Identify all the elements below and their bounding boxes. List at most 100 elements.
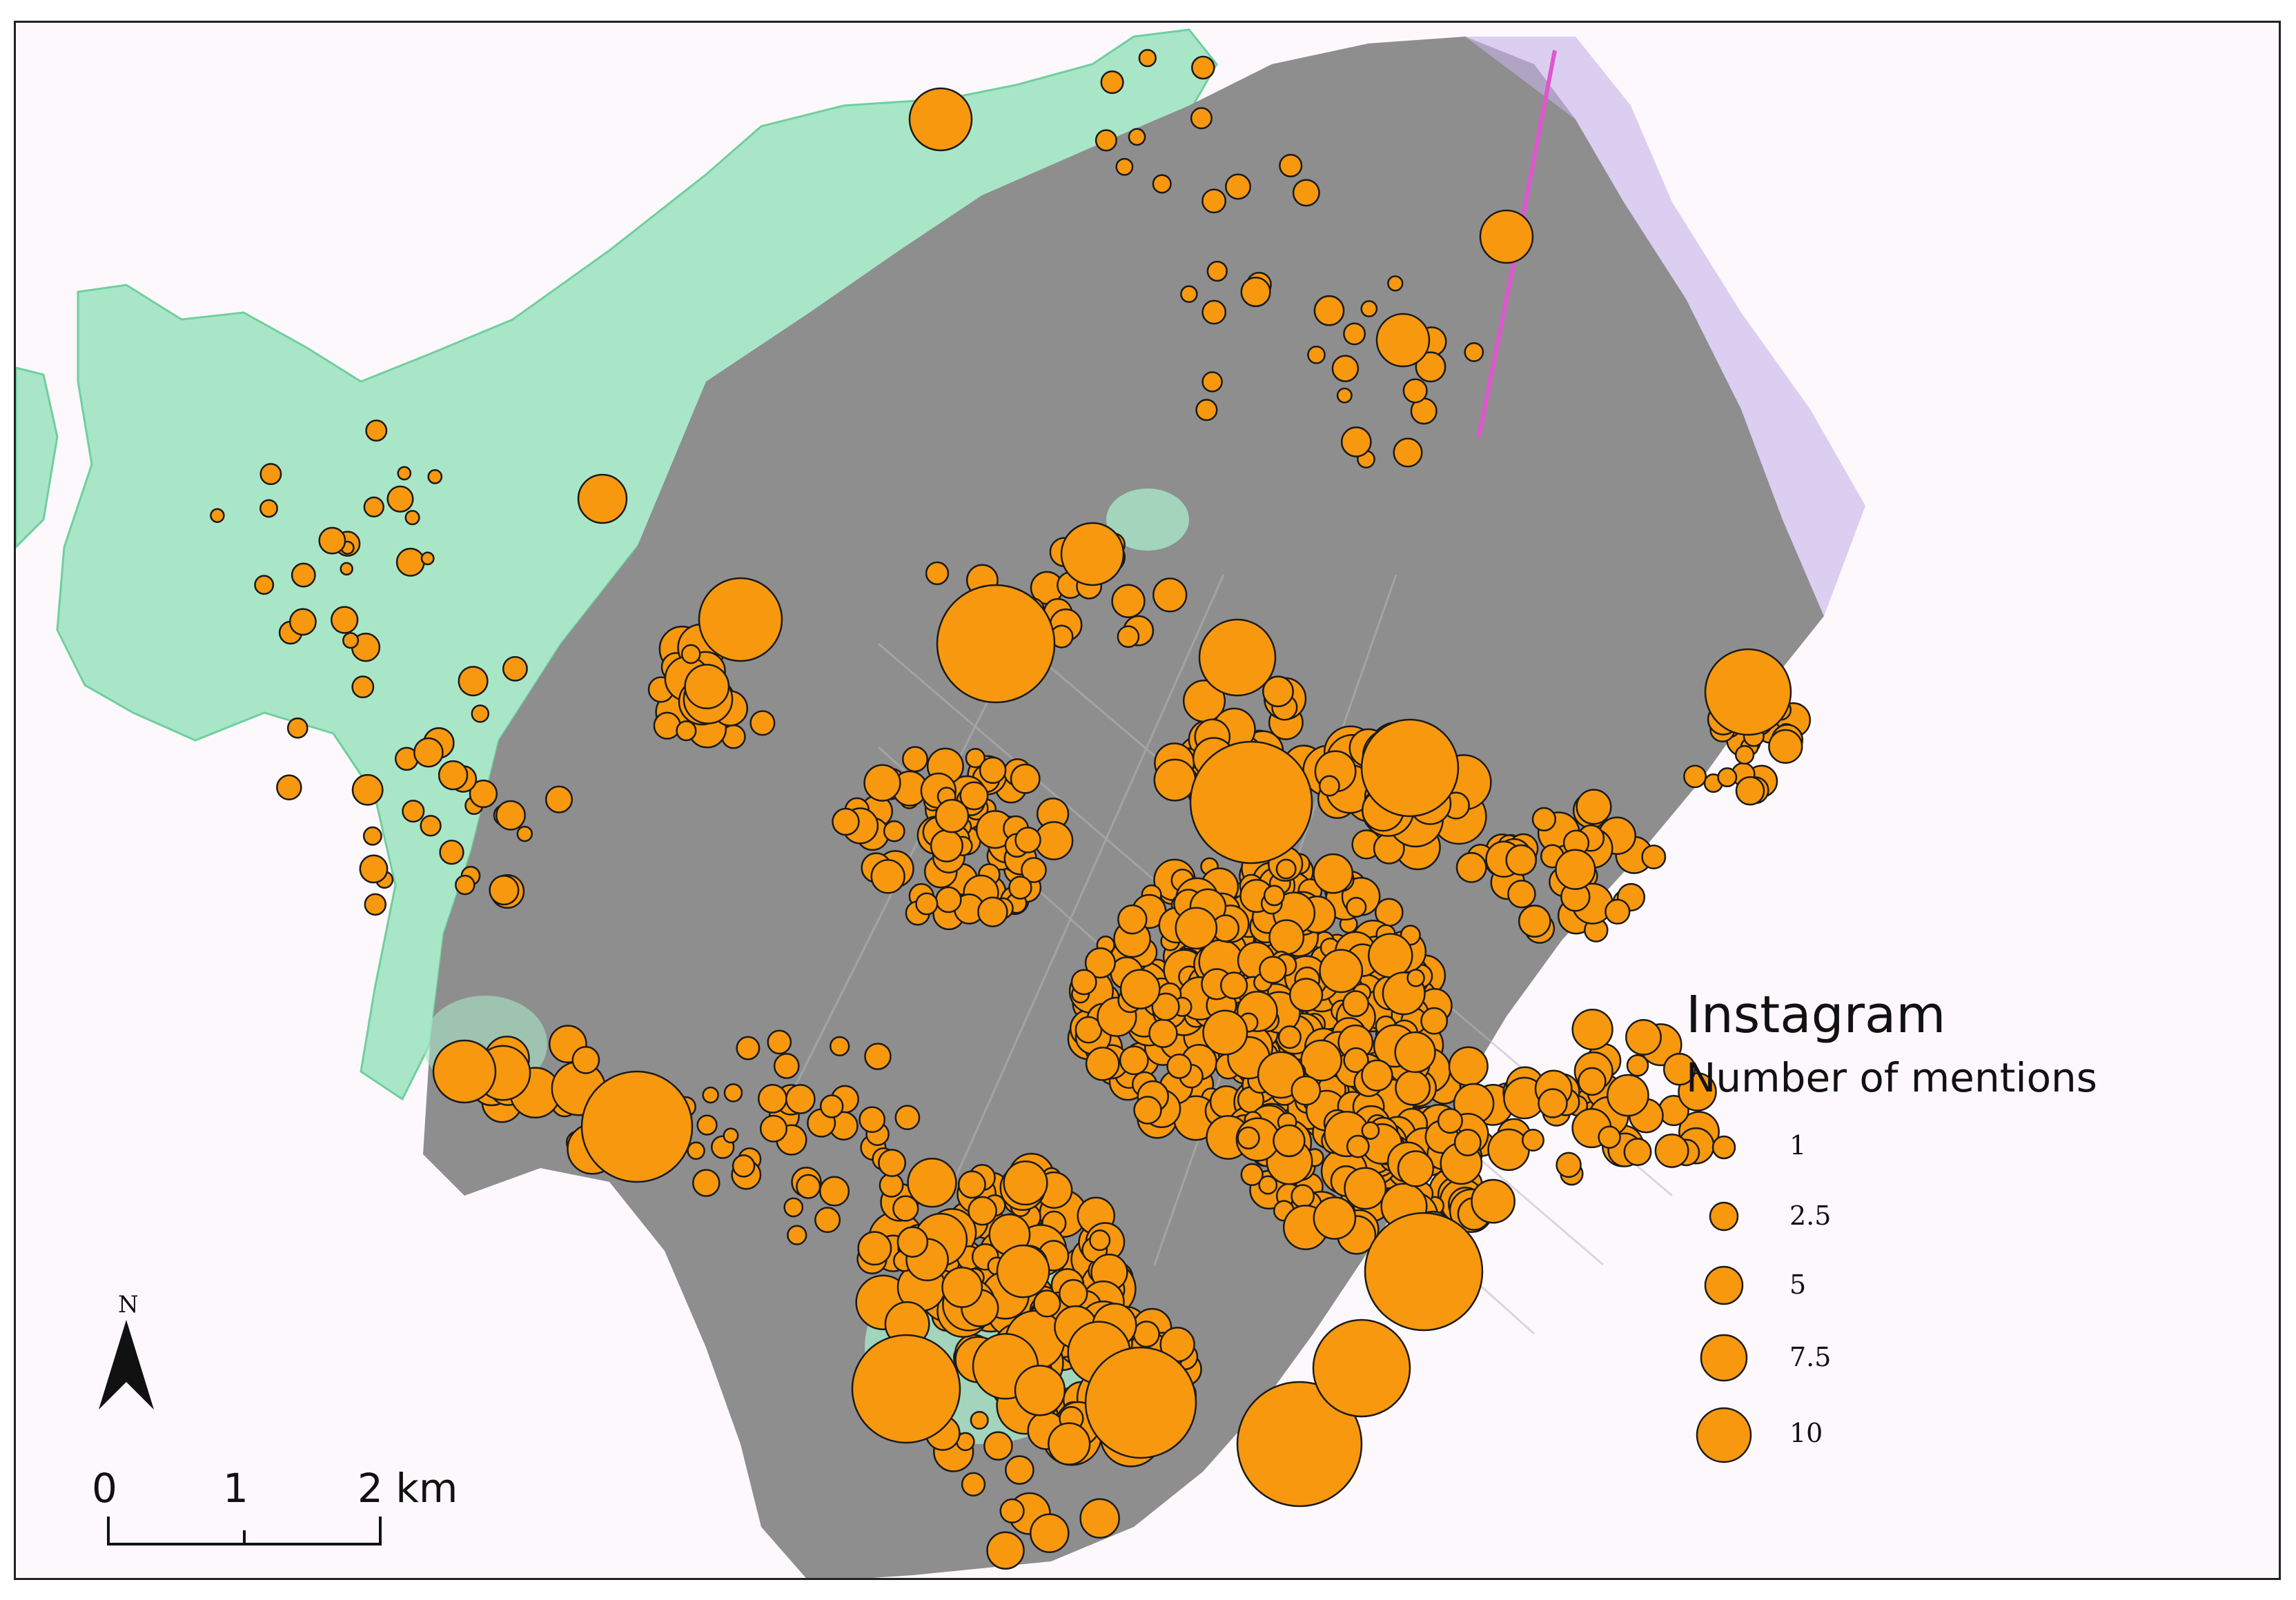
instagram-point-807[interactable] (1008, 876, 1032, 900)
instagram-point-1190[interactable] (1030, 1513, 1070, 1553)
instagram-point-1033[interactable] (291, 562, 316, 588)
instagram-point-1185[interactable] (1005, 1455, 1034, 1485)
instagram-point-1093[interactable] (1152, 174, 1172, 194)
instagram-point-684[interactable] (968, 1196, 997, 1226)
basemap[interactable] (16, 23, 2281, 1580)
instagram-point-567[interactable] (1313, 1196, 1357, 1240)
instagram-point-917[interactable] (1641, 845, 1667, 870)
instagram-point-1206[interactable] (432, 1039, 497, 1104)
instagram-point-408[interactable] (1119, 1045, 1149, 1076)
instagram-point-1202[interactable] (1236, 1381, 1363, 1508)
instagram-point-1213[interactable] (577, 473, 628, 524)
instagram-point-1083[interactable] (1331, 355, 1360, 382)
instagram-point-401[interactable] (1420, 1007, 1449, 1035)
instagram-point-1151[interactable] (696, 1114, 718, 1136)
instagram-point-826[interactable] (915, 892, 939, 916)
instagram-point-1099[interactable] (1279, 153, 1303, 178)
instagram-point-1212[interactable] (1375, 313, 1431, 368)
instagram-point-534[interactable] (1291, 1184, 1315, 1208)
instagram-point-908[interactable] (1531, 807, 1557, 832)
instagram-point-886[interactable] (1318, 775, 1340, 797)
instagram-point-1174[interactable] (783, 1197, 804, 1218)
instagram-point-829[interactable] (934, 798, 970, 833)
instagram-point-1076[interactable] (1402, 378, 1428, 404)
instagram-point-577[interactable] (1361, 1121, 1380, 1140)
instagram-point-965[interactable] (1717, 767, 1738, 788)
instagram-point-1182[interactable] (961, 1472, 986, 1497)
instagram-point-998[interactable] (471, 704, 490, 723)
instagram-point-660[interactable] (892, 1195, 919, 1222)
instagram-point-413[interactable] (1148, 1018, 1178, 1049)
instagram-point-1029[interactable] (340, 562, 353, 576)
instagram-point-997[interactable] (571, 1046, 600, 1074)
instagram-point-1045[interactable] (331, 606, 359, 634)
instagram-point-1141[interactable] (1623, 1138, 1652, 1167)
instagram-point-671[interactable] (1003, 1161, 1048, 1206)
instagram-point-1169[interactable] (767, 1029, 792, 1055)
instagram-point-929[interactable] (1555, 849, 1596, 890)
instagram-point-764[interactable] (902, 746, 928, 773)
instagram-point-1001[interactable] (286, 717, 308, 739)
instagram-point-1122[interactable] (1556, 1152, 1582, 1178)
instagram-point-1007[interactable] (276, 774, 302, 801)
instagram-point-1144[interactable] (819, 1176, 850, 1207)
instagram-point-406[interactable] (1166, 1053, 1193, 1079)
instagram-point-1149[interactable] (894, 1105, 921, 1131)
instagram-point-1145[interactable] (702, 1086, 719, 1104)
instagram-point-1050[interactable] (1152, 577, 1188, 613)
instagram-point-823[interactable] (930, 829, 963, 862)
instagram-point-816[interactable] (1014, 827, 1041, 853)
instagram-point-982[interactable] (684, 664, 730, 710)
instagram-point-1081[interactable] (1343, 322, 1366, 346)
instagram-point-359[interactable] (1368, 933, 1413, 978)
instagram-point-911[interactable] (1576, 789, 1612, 825)
instagram-point-747[interactable] (1014, 1365, 1066, 1416)
instagram-point-552[interactable] (1471, 1178, 1515, 1224)
instagram-point-1123[interactable] (1571, 1008, 1613, 1051)
instagram-point-1162[interactable] (687, 1141, 705, 1161)
instagram-point-1176[interactable] (736, 1036, 761, 1060)
instagram-point-1197[interactable] (1189, 740, 1313, 865)
instagram-point-1188[interactable] (1079, 1498, 1120, 1539)
instagram-point-1186[interactable] (970, 1410, 989, 1430)
instagram-point-476[interactable] (1300, 1039, 1342, 1082)
instagram-point-688[interactable] (896, 1226, 929, 1258)
instagram-point-1208[interactable] (1479, 209, 1534, 264)
instagram-point-1095[interactable] (1115, 157, 1134, 176)
instagram-point-1201[interactable] (1084, 1346, 1197, 1459)
instagram-point-1020[interactable] (364, 893, 387, 916)
instagram-point-543[interactable] (1343, 1047, 1369, 1074)
instagram-point-1043[interactable] (342, 632, 360, 649)
instagram-point-1028[interactable] (395, 547, 425, 577)
instagram-point-287[interactable] (1085, 1046, 1120, 1081)
instagram-point-561[interactable] (1344, 1167, 1387, 1210)
instagram-point-350[interactable] (1275, 858, 1297, 880)
instagram-point-964[interactable] (1768, 729, 1803, 764)
instagram-point-683[interactable] (957, 1170, 986, 1199)
instagram-point-828[interactable] (870, 859, 905, 894)
instagram-point-1092[interactable] (1100, 70, 1124, 95)
instagram-point-1098[interactable] (1095, 129, 1117, 152)
instagram-point-1064[interactable] (925, 561, 950, 586)
instagram-point-1088[interactable] (1206, 260, 1228, 282)
instagram-point-741[interactable] (1132, 1321, 1160, 1348)
instagram-point-1166[interactable] (796, 1174, 821, 1199)
instagram-point-983[interactable] (676, 720, 697, 742)
instagram-point-1135[interactable] (1654, 1133, 1689, 1168)
instagram-point-1035[interactable] (365, 419, 388, 442)
instagram-point-1160[interactable] (787, 1225, 807, 1245)
instagram-point-737[interactable] (1058, 1278, 1088, 1309)
instagram-point-817[interactable] (1010, 763, 1041, 794)
instagram-point-824[interactable] (832, 807, 860, 836)
instagram-point-1180[interactable] (858, 1106, 886, 1134)
instagram-point-1100[interactable] (1292, 179, 1320, 207)
instagram-point-999[interactable] (362, 826, 382, 846)
instagram-point-571[interactable] (1361, 1059, 1393, 1092)
instagram-point-673[interactable] (857, 1231, 892, 1266)
instagram-point-1084[interactable] (1313, 295, 1345, 326)
instagram-point-1009[interactable] (351, 675, 375, 699)
instagram-point-1195[interactable] (1048, 1422, 1091, 1465)
instagram-point-417[interactable] (1219, 971, 1248, 1000)
instagram-point-972[interactable] (749, 710, 776, 736)
instagram-point-961[interactable] (1735, 776, 1765, 806)
